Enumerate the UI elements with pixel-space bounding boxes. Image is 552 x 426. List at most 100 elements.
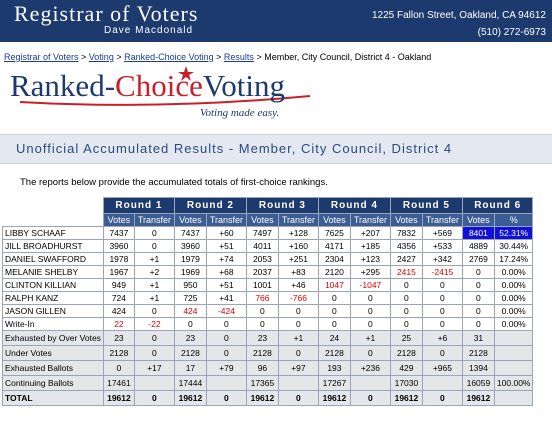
candidate-name: Exhausted Ballots — [2, 360, 104, 376]
result-cell: 16059 — [461, 375, 495, 391]
table-body: LIBBY SCHAAF 7437 0 7437 +60 7497 +128 7625 +207… — [2, 226, 534, 406]
result-cell: 17030 — [389, 375, 423, 391]
result-cell: 24 — [317, 330, 351, 346]
result-row: Under Votes 2128 0 2128 0 2128 0 2128 0 2128 0 2128 — [2, 345, 534, 361]
result-cell: +6 — [421, 330, 463, 346]
result-row: JILL BROADHURST 3960 0 3960 +51 4011 +160 4171 +… — [2, 239, 534, 253]
title-bar: Unofficial Accumulated Results - Member,… — [0, 134, 552, 164]
result-cell — [493, 360, 534, 376]
result-cell: 7832 — [389, 226, 423, 240]
result-cell: 0 — [349, 390, 391, 406]
result-cell: 0 — [421, 390, 463, 406]
breadcrumb-link[interactable]: Voting — [88, 52, 114, 62]
result-cell: +83 — [277, 265, 319, 279]
result-cell: 0 — [133, 226, 175, 240]
result-cell: 0 — [277, 304, 319, 318]
result-cell: 2427 — [389, 252, 423, 266]
result-cell: 17461 — [102, 375, 135, 391]
result-cell: 30.44% — [493, 239, 534, 253]
result-row: Exhausted by Over Votes 23 0 23 0 23 +1 24 +1 25 +… — [2, 330, 534, 346]
result-cell: 3960 — [102, 239, 135, 253]
result-cell: 0 — [461, 304, 495, 318]
result-cell: 1969 — [173, 265, 207, 279]
result-cell: +342 — [421, 252, 463, 266]
result-cell: 1979 — [173, 252, 207, 266]
result-cell: 7437 — [173, 226, 207, 240]
result-cell: 52.31% — [493, 226, 534, 240]
result-cell: 19612 — [461, 390, 495, 406]
breadcrumb-link[interactable]: Registrar of Voters — [4, 52, 79, 62]
result-cell: 0 — [205, 330, 247, 346]
sub-header: Votes — [461, 213, 495, 227]
result-cell: 0 — [173, 317, 207, 331]
result-cell: 1967 — [102, 265, 135, 279]
result-cell: 0.00% — [493, 265, 534, 279]
result-cell: 22 — [102, 317, 135, 331]
result-cell: 0 — [205, 390, 247, 406]
candidate-name: TOTAL — [2, 390, 104, 406]
round-header: Round 5 — [389, 197, 463, 214]
result-cell: 23 — [173, 330, 207, 346]
result-cell: +97 — [277, 360, 319, 376]
sub-header: Transfer — [133, 213, 175, 227]
logo-part: Voting — [203, 68, 285, 103]
address: 1225 Fallon Street, Oakland, CA 94612 — [371, 10, 546, 21]
round-header: Round 4 — [317, 197, 391, 214]
result-cell: +123 — [349, 252, 391, 266]
logo-text: Ranked-ChoiceVoting — [10, 68, 285, 103]
result-cell: 19612 — [102, 390, 135, 406]
round-header-row: Round 1 Round 2 Round 3 Round 4 Round 5 Round… — [2, 197, 534, 214]
result-cell: 4171 — [317, 239, 351, 253]
result-cell: 0 — [317, 304, 351, 318]
result-cell: 0 — [421, 345, 463, 361]
result-cell: +295 — [349, 265, 391, 279]
result-cell: 100.00% — [493, 375, 534, 391]
result-cell: -2415 — [421, 265, 463, 279]
result-cell: +51 — [205, 278, 247, 292]
page-title: Unofficial Accumulated Results - Member,… — [16, 141, 453, 156]
result-row: LIBBY SCHAAF 7437 0 7437 +60 7497 +128 7625 +207… — [2, 226, 534, 240]
result-cell: 0 — [421, 278, 463, 292]
banner: Registrar of Voters Dave Macdonald 1225 … — [0, 0, 552, 42]
result-cell: 0 — [317, 317, 351, 331]
sub-header: Transfer — [277, 213, 319, 227]
result-cell: 0 — [421, 291, 463, 305]
result-cell: 2128 — [102, 345, 135, 361]
breadcrumb-link[interactable]: Ranked-Choice Voting — [124, 52, 214, 62]
result-cell: +236 — [349, 360, 391, 376]
result-cell: +185 — [349, 239, 391, 253]
candidate-name: Continuing Ballots — [2, 375, 104, 391]
result-cell: 2769 — [461, 252, 495, 266]
result-cell: 950 — [173, 278, 207, 292]
result-cell: 724 — [102, 291, 135, 305]
result-cell: 17365 — [245, 375, 279, 391]
result-cell: 1978 — [102, 252, 135, 266]
result-cell: 17444 — [173, 375, 207, 391]
result-cell: 0 — [277, 345, 319, 361]
logo-star — [178, 66, 194, 81]
logo-part: Choice — [115, 68, 203, 103]
result-cell: 17267 — [317, 375, 351, 391]
result-cell: -766 — [277, 291, 319, 305]
result-cell: -1047 — [349, 278, 391, 292]
logo-swoosh — [19, 95, 311, 106]
result-cell: 0 — [205, 317, 247, 331]
result-cell: 0 — [133, 345, 175, 361]
result-cell — [493, 330, 534, 346]
result-cell: 0 — [277, 390, 319, 406]
result-cell: 424 — [173, 304, 207, 318]
result-cell: 4889 — [461, 239, 495, 253]
result-cell: 19612 — [173, 390, 207, 406]
sub-header: Transfer — [205, 213, 247, 227]
result-cell: 0 — [133, 330, 175, 346]
sub-header: Votes — [102, 213, 135, 227]
result-cell: +60 — [205, 226, 247, 240]
candidate-name: Under Votes — [2, 345, 104, 361]
result-cell: 0 — [389, 317, 423, 331]
result-cell: 17.24% — [493, 252, 534, 266]
sub-header: Votes — [389, 213, 423, 227]
breadcrumb-link[interactable]: Results — [223, 52, 254, 62]
result-cell: +1 — [277, 330, 319, 346]
result-cell: +160 — [277, 239, 319, 253]
result-cell: 2120 — [317, 265, 351, 279]
